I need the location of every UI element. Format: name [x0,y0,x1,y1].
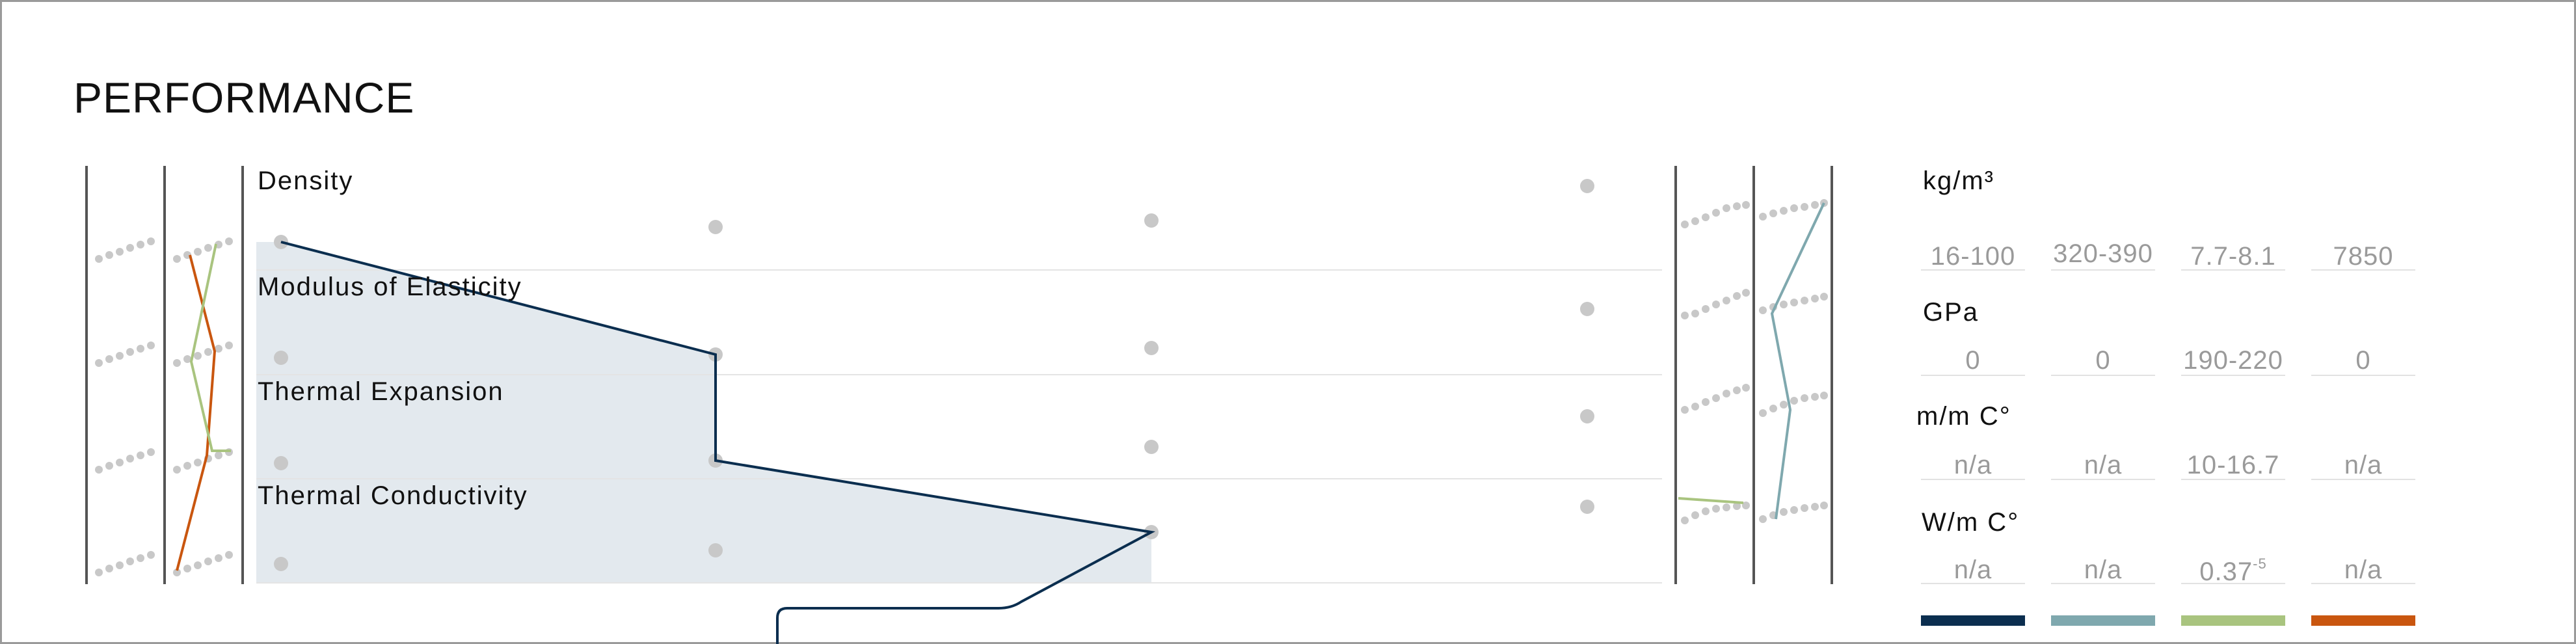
material-swatch[interactable] [1921,615,2025,626]
value-rule [2051,479,2155,480]
value-rule [2311,479,2415,480]
material-swatch[interactable] [2051,615,2155,626]
mini-line-green [189,243,231,452]
value-cell: 7850 [2333,242,2394,271]
row-dividers [256,269,1662,584]
property-label-thermal-conductivity: Thermal Conductivity [258,481,528,510]
value-cell: n/a [1953,556,1992,584]
unit-label-modulus: GPa [1923,298,1979,327]
unit-label-density: kg/m³ [1923,167,1994,195]
property-label-modulus: Modulus of Elasticity [258,273,522,301]
value-cell: 0 [2355,346,2371,375]
value-rule [2311,269,2415,271]
value-rule [1921,479,2025,480]
value-rule [1921,269,2025,271]
selected-profile-line [280,241,1156,644]
value-rule [2311,375,2415,376]
value-cell: 320-390 [2053,239,2153,268]
value-cell: 0 [2095,346,2111,375]
axis-rules [85,166,1833,584]
value-rule [1921,375,2025,376]
unit-label-thermal-expansion: m/m C° [1916,402,2011,431]
value-rule [2051,583,2155,584]
mini-scale-left [95,237,233,576]
value-cell: 10-16.7 [2186,451,2280,479]
value-rule [1921,583,2025,584]
value-rule [2051,269,2155,271]
value-exponent: -5 [2253,556,2267,572]
value-cell: 0.37-5 [2181,556,2285,587]
mini-scale-right [1681,199,1828,524]
mini-line-teal [1770,202,1825,520]
value-rule [2051,375,2155,376]
property-label-thermal-expansion: Thermal Expansion [258,377,504,406]
value-rule [2181,269,2285,271]
property-label-density: Density [258,167,354,195]
mini-line-orange [176,254,217,571]
page-title: PERFORMANCE [74,74,415,122]
material-swatch[interactable] [2311,615,2415,626]
value-cell: 16-100 [1930,242,2016,271]
unit-label-thermal-conductivity: W/m C° [1922,508,2020,537]
value-rule [2181,583,2285,584]
value-cell: n/a [1953,451,1992,479]
value-cell: n/a [2084,451,2123,479]
value-cell: n/a [2344,451,2383,479]
value-cell: n/a [2084,556,2123,584]
value-cell: n/a [2344,556,2383,584]
mini-line-green-right [1678,497,1744,504]
value-rule [2181,375,2285,376]
value-cell: 190-220 [2183,346,2283,375]
value-rule [2181,479,2285,480]
value-text: 0.37 [2199,557,2253,586]
material-swatch[interactable] [2181,615,2285,626]
value-cell: 7.7-8.1 [2190,242,2276,271]
selected-profile-area [256,242,1151,582]
value-rule [2311,583,2415,584]
value-cell: 0 [1965,346,1981,375]
